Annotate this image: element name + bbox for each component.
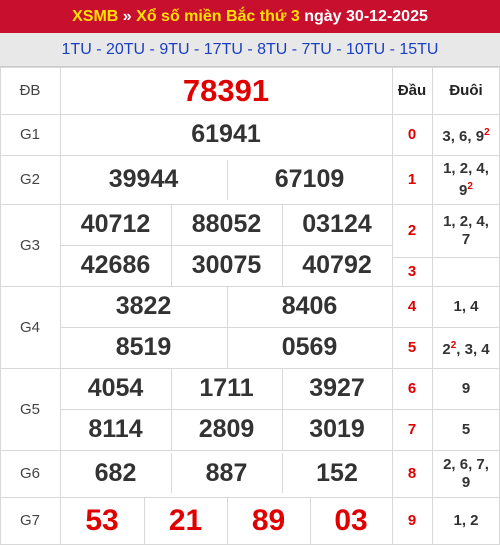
loto-head: 7 (407, 421, 417, 438)
loto-tail-rest: , 3, 4 (456, 340, 490, 358)
loto-head: 6 (407, 380, 417, 397)
prize-label-db: ĐB (19, 82, 41, 99)
prize-label-g1: G1 (19, 126, 40, 143)
loto-head: 0 (407, 126, 417, 143)
loto-tail: 1, 4 (453, 297, 479, 315)
g5-number: 3019 (309, 415, 365, 443)
loto-tail: 22, 3, 4 (432, 327, 500, 368)
loto-head: 2 (407, 222, 417, 239)
g6-number: 152 (316, 459, 358, 487)
g4-number: 8406 (281, 292, 338, 320)
g4-number: 0569 (281, 333, 338, 361)
loto-head-header: Đầu (397, 82, 427, 99)
g3-number: 88052 (191, 210, 262, 238)
loto-tail: 1, 2 (453, 511, 479, 529)
g5-number: 8114 (88, 415, 143, 443)
header-date: ngày 30-12-2025 (304, 8, 428, 25)
loto-tail-header: Đuôi (449, 82, 483, 99)
prize-label-g6: G6 (19, 465, 40, 482)
loto-head: 4 (407, 298, 417, 315)
loto-tail: 9 (461, 379, 471, 397)
loto-head: 1 (407, 171, 417, 188)
special-prize-number: 78391 (182, 72, 270, 108)
g6-number: 887 (205, 459, 248, 487)
loto-tail-text: 3, 6, 9 (442, 127, 485, 145)
g2-number: 39944 (108, 165, 179, 193)
loto-tail-sup: 2 (484, 126, 490, 138)
loto-head: 3 (407, 263, 417, 280)
loto-tail-text: 2 (442, 340, 451, 358)
g6-number: 682 (94, 459, 137, 487)
g7-number: 53 (85, 503, 119, 537)
g4-number: 3822 (115, 292, 172, 320)
loto-tail: 1, 2, 4, 92 (432, 155, 500, 204)
prize-label-g7: G7 (19, 512, 40, 529)
results-header: XSMB » Xổ số miền Bắc thứ 3 ngày 30-12-2… (0, 0, 500, 33)
g3-number: 42686 (80, 251, 151, 279)
prize-label-g5: G5 (19, 400, 40, 418)
header-title[interactable]: Xổ số miền Bắc thứ 3 (136, 8, 300, 25)
g5-number: 1711 (199, 374, 254, 402)
header-separator: » (122, 8, 132, 25)
g7-number: 21 (168, 503, 203, 537)
loto-head: 9 (407, 512, 417, 529)
loto-tail: 2, 6, 7, 9 (443, 455, 489, 491)
loto-tail: 5 (461, 420, 471, 438)
g1-number: 61941 (191, 120, 261, 148)
g3-number: 03124 (302, 210, 372, 238)
loto-tail: 3, 6, 92 (432, 114, 500, 155)
prize-label-g3: G3 (19, 236, 40, 254)
loto-head: 5 (407, 339, 417, 356)
special-codes: 1TU - 20TU - 9TU - 17TU - 8TU - 7TU - 10… (0, 33, 500, 67)
loto-tail (432, 257, 500, 286)
g4-number: 8519 (115, 333, 172, 361)
g5-number: 2809 (198, 415, 255, 443)
g2-number: 67109 (274, 165, 345, 193)
g7-number: 03 (334, 503, 368, 537)
loto-tail: 1, 2, 4, 7 (443, 212, 489, 248)
loto-tail-sup: 2 (450, 339, 457, 351)
prize-label-g2: G2 (19, 171, 40, 188)
g3-number: 40792 (302, 251, 372, 279)
g5-number: 4054 (87, 374, 144, 402)
loto-tail-sup: 2 (467, 180, 473, 192)
g7-number: 89 (251, 503, 286, 537)
loto-tail-text: 1, 2, 4, 9 (443, 159, 489, 199)
g3-number: 30075 (191, 251, 262, 279)
g3-number: 40712 (80, 210, 151, 238)
loto-head: 8 (407, 465, 417, 482)
prize-label-g4: G4 (19, 318, 40, 336)
header-prefix[interactable]: XSMB (72, 8, 119, 25)
results-table: ĐB G1 G2 G3 G4 G5 G6 G7 78391 61941 3994… (0, 67, 500, 545)
g5-number: 3927 (309, 374, 365, 402)
